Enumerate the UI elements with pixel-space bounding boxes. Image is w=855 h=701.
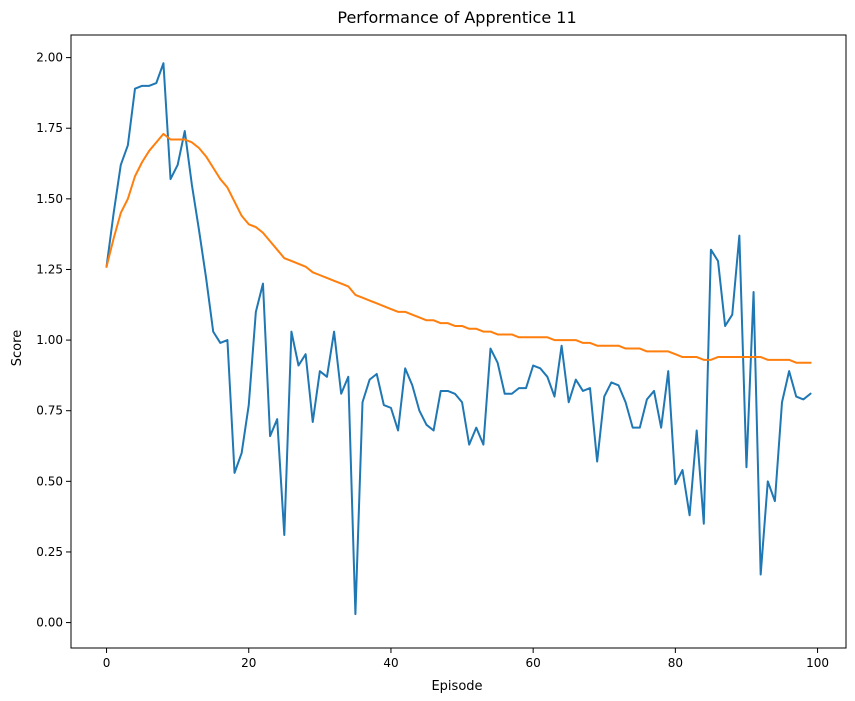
y-tick-label: 1.50 <box>36 192 63 206</box>
series-group <box>105 62 812 616</box>
series-line-2 <box>105 132 812 364</box>
x-tick-label: 60 <box>526 656 541 670</box>
plot-area <box>70 34 847 649</box>
x-tick-label: 80 <box>668 656 683 670</box>
y-tick-label: 1.00 <box>36 333 63 347</box>
plot-frame <box>70 34 847 649</box>
y-tick-label: 0.25 <box>36 545 63 559</box>
x-tick-label: 100 <box>806 656 829 670</box>
x-tick-label: 20 <box>241 656 256 670</box>
y-tick-label: 0.00 <box>36 616 63 630</box>
y-tick-label: 2.00 <box>36 51 63 65</box>
y-tick-label: 1.25 <box>36 262 63 276</box>
y-axis: 0.00 0.25 0.50 0.75 1.00 1.25 1.50 1.75 2.00 <box>36 51 71 630</box>
y-tick-label: 0.50 <box>36 474 63 488</box>
y-axis-label: Score <box>10 330 25 366</box>
series-line-1 <box>105 62 812 616</box>
chart-title: Performance of Apprentice 11 <box>337 8 576 27</box>
x-tick-label: 40 <box>383 656 398 670</box>
x-axis: 0 20 40 60 80 100 <box>103 648 829 670</box>
x-tick-label: 0 <box>103 656 111 670</box>
y-tick-label: 1.75 <box>36 121 63 135</box>
y-tick-label: 0.75 <box>36 404 63 418</box>
x-axis-label: Episode <box>431 679 482 694</box>
